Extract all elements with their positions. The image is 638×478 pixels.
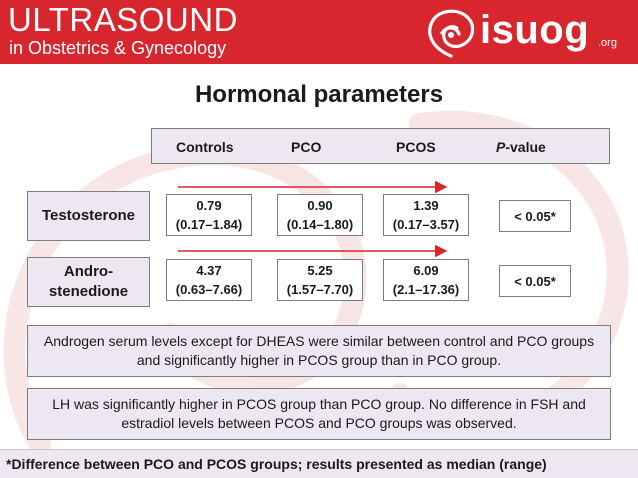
androstenedione-pco-median: 5.25 [307,263,333,278]
androstenedione-pcos-range: (2.1–17.36) [392,282,460,297]
androstenedione-label-line2: stenedione [48,283,129,300]
column-header-pcos: PCOS [396,139,436,155]
isuog-logo[interactable]: isuog .org [422,6,632,60]
slide-title: Hormonal parameters [194,81,444,108]
androstenedione-controls-range: (0.63–7.66) [175,282,243,297]
lh-summary-note: LH was significantly higher in PCOS grou… [27,388,611,440]
journal-header: ULTRASOUND in Obstetrics & Gynecology is… [0,0,638,64]
androstenedione-controls-cell: 4.37 (0.63–7.66) [166,259,252,301]
testosterone-pco-cell: 0.90 (0.14–1.80) [277,194,363,236]
row-label-androstenedione: Andro- stenedione [27,257,150,307]
testosterone-controls-median: 0.79 [196,198,222,213]
androstenedione-pcos-cell: 6.09 (2.1–17.36) [383,259,469,301]
androstenedione-controls-median: 4.37 [196,263,222,278]
testosterone-pvalue: < 0.05* [499,200,571,232]
androstenedione-label-line1: Andro- [63,263,114,280]
testosterone-pco-range: (0.14–1.80) [286,217,354,232]
androstenedione-pcos-median: 6.09 [413,263,439,278]
testosterone-pco-median: 0.90 [307,198,333,213]
androgen-summary-note: Androgen serum levels except for DHEAS w… [27,325,611,377]
journal-title: ULTRASOUND [8,1,238,38]
logo-domain-suffix: .org [598,37,617,49]
column-header-pvalue: P-value [496,139,546,155]
column-header-bar: Controls PCO PCOS P-value [151,128,610,164]
androstenedione-pco-cell: 5.25 (1.57–7.70) [277,259,363,301]
testosterone-controls-cell: 0.79 (0.17–1.84) [166,194,252,236]
journal-subtitle: in Obstetrics & Gynecology [9,38,227,58]
testosterone-pcos-range: (0.17–3.57) [392,217,460,232]
row-label-testosterone: Testosterone [27,191,150,241]
pvalue-suffix: -value [505,139,546,155]
column-header-pco: PCO [291,139,322,155]
logo-wordmark: isuog [480,8,590,52]
testosterone-pcos-cell: 1.39 (0.17–3.57) [383,194,469,236]
footnote: *Difference between PCO and PCOS groups;… [0,449,638,478]
column-header-controls: Controls [176,139,234,155]
androstenedione-pco-range: (1.57–7.70) [286,282,354,297]
testosterone-pcos-median: 1.39 [413,198,439,213]
pvalue-italic-p: P [496,139,506,155]
isuog-emblem-icon [428,9,475,58]
testosterone-controls-range: (0.17–1.84) [175,217,243,232]
androstenedione-pvalue: < 0.05* [499,265,571,297]
